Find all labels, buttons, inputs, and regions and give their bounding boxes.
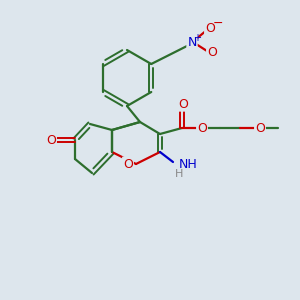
Text: −: − xyxy=(213,16,223,29)
Text: O: O xyxy=(205,22,215,34)
Text: O: O xyxy=(178,98,188,110)
Text: O: O xyxy=(123,158,133,170)
Text: O: O xyxy=(197,122,207,134)
Text: O: O xyxy=(207,46,217,59)
Text: N: N xyxy=(187,35,197,49)
Text: NH: NH xyxy=(179,158,198,170)
Text: H: H xyxy=(175,169,183,179)
Text: O: O xyxy=(46,134,56,146)
Text: O: O xyxy=(255,122,265,134)
Text: +: + xyxy=(193,33,201,43)
